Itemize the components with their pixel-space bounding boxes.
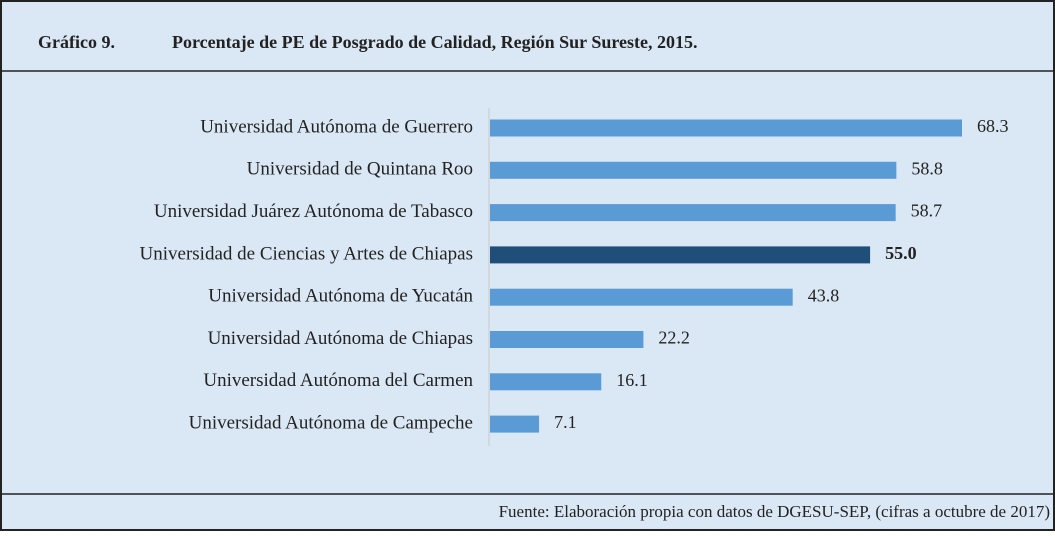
category-label: Universidad de Ciencias y Artes de Chiap…: [140, 243, 473, 264]
bar: [490, 415, 540, 433]
value-label: 22.2: [658, 328, 690, 348]
value-label: 68.3: [977, 116, 1009, 136]
source-note: Fuente: Elaboración propia con datos de …: [499, 502, 1050, 521]
value-label: 58.7: [911, 201, 943, 221]
bar: [490, 161, 897, 179]
category-label: Universidad Autónoma de Yucatán: [208, 286, 473, 307]
bar: [490, 246, 871, 264]
bar: [490, 288, 793, 306]
bar: [490, 373, 602, 391]
figure-label: Gráfico 9.: [38, 32, 115, 52]
category-label: Universidad Juárez Autónoma de Tabasco: [154, 201, 473, 222]
category-label: Universidad de Quintana Roo: [247, 159, 473, 180]
bar: [490, 119, 962, 137]
category-label: Universidad Autónoma de Guerrero: [200, 116, 473, 137]
category-label: Universidad Autónoma de Campeche: [189, 412, 473, 433]
chart-title: Porcentaje de PE de Posgrado de Calidad,…: [172, 32, 698, 52]
value-label: 58.8: [911, 158, 943, 178]
value-label: 16.1: [616, 370, 648, 390]
value-label: 55.0: [885, 243, 917, 263]
bar: [490, 204, 896, 222]
category-label: Universidad Autónoma del Carmen: [203, 370, 473, 391]
category-label: Universidad Autónoma de Chiapas: [208, 328, 473, 349]
bar: [490, 331, 644, 348]
value-label: 7.1: [554, 412, 577, 432]
value-label: 43.8: [808, 285, 840, 305]
